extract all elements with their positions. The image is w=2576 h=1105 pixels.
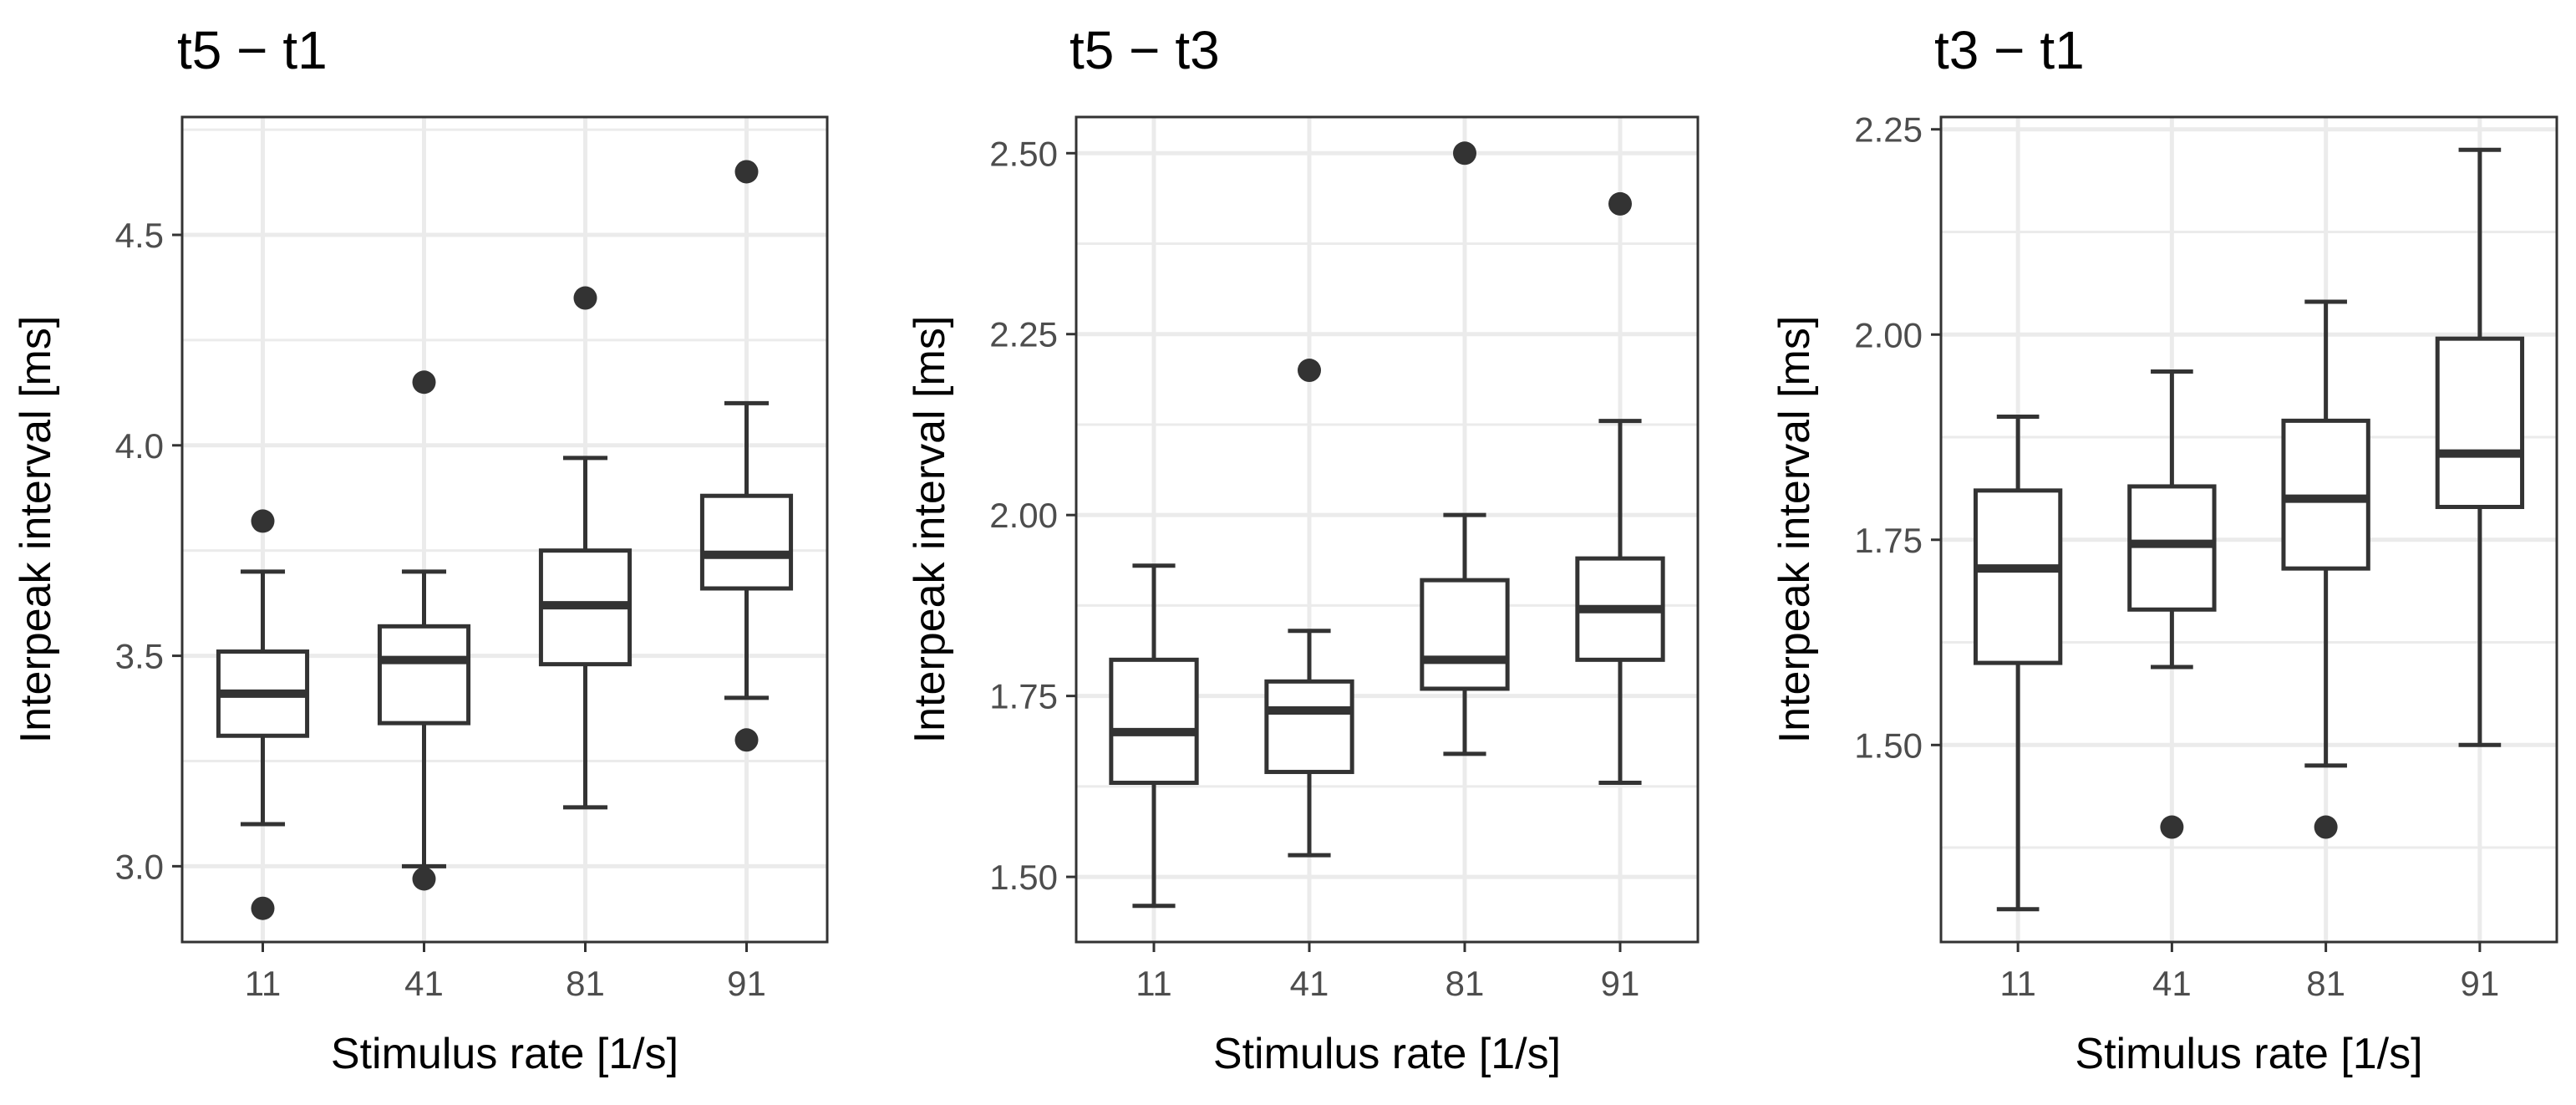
- panel-t5-t3: 1.50 1.75 2.00 2.25 2.50 11 41 81 91 t5 − t3 St…: [906, 20, 1700, 1078]
- y-axis-title: Interpeak interval [ms]: [1771, 316, 1819, 744]
- outlier-point: [251, 509, 275, 533]
- x-tick-label: 81: [1446, 964, 1485, 1003]
- outlier-point: [1453, 141, 1476, 165]
- box-41: [2127, 369, 2217, 839]
- outlier-point: [2314, 815, 2338, 839]
- y-tick-label: 2.00: [989, 496, 1058, 535]
- outlier-point: [573, 286, 597, 310]
- x-axis-title: Stimulus rate [1/s]: [1213, 1030, 1561, 1078]
- y-tick-label: 4.0: [115, 426, 164, 466]
- iqr-box: [1109, 657, 1199, 786]
- panel-grid: [1076, 117, 1698, 942]
- panel-title: t5 − t1: [177, 20, 328, 80]
- box-81: [1420, 141, 1510, 756]
- iqr-box: [1264, 679, 1354, 775]
- y-tick-label: 2.25: [1854, 110, 1923, 150]
- x-axis-title: Stimulus rate [1/s]: [331, 1030, 678, 1078]
- y-ticks: 1.50 1.75 2.00 2.25 2.50: [989, 134, 1076, 897]
- y-tick-label: 1.75: [989, 677, 1058, 716]
- outlier-point: [412, 370, 436, 395]
- outlier-point: [734, 160, 759, 184]
- x-tick-label: 41: [1290, 964, 1329, 1003]
- iqr-box: [699, 493, 794, 591]
- y-tick-label: 1.50: [989, 858, 1058, 897]
- x-tick-label: 41: [2152, 964, 2192, 1003]
- y-tick-label: 4.5: [115, 216, 164, 255]
- y-axis-title: Interpeak interval [ms]: [12, 316, 60, 744]
- x-axis-title: Stimulus rate [1/s]: [2075, 1030, 2422, 1078]
- x-tick-label: 91: [1601, 964, 1640, 1003]
- panel-title: t3 − t1: [1934, 20, 2085, 80]
- box-11: [216, 509, 310, 920]
- y-ticks: 1.50 1.75 2.00 2.25: [1854, 110, 1941, 765]
- x-tick-label: 91: [727, 964, 766, 1003]
- panel-border: [1075, 115, 1700, 944]
- panel-background: [1076, 117, 1698, 942]
- outlier-point: [734, 728, 759, 752]
- x-tick-label: 81: [566, 964, 605, 1003]
- outlier-point: [1298, 359, 1321, 383]
- x-ticks: 11 41 81 91: [245, 942, 766, 1003]
- panel-border: [180, 115, 829, 944]
- y-ticks: 3.0 3.5 4.0 4.5: [115, 216, 182, 886]
- y-tick-label: 1.75: [1854, 521, 1923, 560]
- outlier-point: [412, 867, 436, 891]
- y-tick-label: 3.5: [115, 637, 164, 676]
- box-81: [538, 286, 633, 810]
- box-41: [377, 370, 471, 891]
- iqr-box: [2435, 336, 2525, 509]
- panel-boxes: [216, 160, 794, 920]
- y-tick-label: 1.50: [1854, 726, 1923, 765]
- y-tick-label: 2.25: [989, 315, 1058, 354]
- iqr-box: [1973, 488, 2063, 665]
- outlier-point: [1608, 191, 1632, 216]
- box-91: [2435, 147, 2525, 747]
- panel-boxes: [1109, 141, 1665, 909]
- box-11: [1109, 563, 1199, 909]
- x-tick-label: 81: [2306, 964, 2345, 1003]
- y-tick-label: 2.50: [989, 134, 1058, 173]
- box-11: [1973, 414, 2063, 912]
- x-tick-label: 11: [1136, 964, 1172, 1003]
- panel-border: [1939, 115, 2558, 944]
- y-axis-title: Interpeak interval [ms]: [906, 316, 954, 744]
- x-tick-label: 11: [245, 964, 282, 1003]
- box-91: [1575, 191, 1665, 786]
- outlier-point: [2160, 815, 2184, 839]
- y-tick-label: 2.00: [1854, 315, 1923, 354]
- panel-title: t5 − t3: [1070, 20, 1220, 80]
- box-81: [2281, 299, 2370, 839]
- box-41: [1264, 359, 1354, 858]
- x-tick-label: 41: [404, 964, 444, 1003]
- panel-t5-t1: 3.0 3.5 4.0 4.5 11 41 81 91 t5 − t1 Stimulus r…: [12, 20, 829, 1078]
- panel-boxes: [1973, 147, 2525, 912]
- x-ticks: 11 41 81 91: [1999, 942, 2499, 1003]
- outlier-point: [251, 896, 275, 920]
- x-tick-label: 91: [2461, 964, 2500, 1003]
- x-tick-label: 11: [1999, 964, 2036, 1003]
- y-tick-label: 3.0: [115, 847, 164, 886]
- box-91: [699, 160, 794, 752]
- x-ticks: 11 41 81 91: [1136, 942, 1639, 1003]
- iqr-box: [377, 624, 471, 726]
- iqr-box: [1420, 578, 1510, 691]
- panel-t3-t1: 1.50 1.75 2.00 2.25 11 41 81 91 t3 − t1 Stimul…: [1771, 20, 2558, 1078]
